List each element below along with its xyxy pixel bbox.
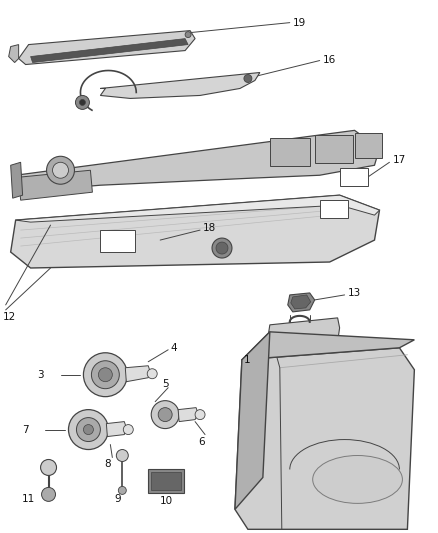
Polygon shape bbox=[235, 332, 270, 510]
Circle shape bbox=[75, 95, 89, 109]
Circle shape bbox=[68, 410, 108, 449]
FancyBboxPatch shape bbox=[320, 200, 348, 218]
Polygon shape bbox=[178, 408, 198, 422]
Circle shape bbox=[42, 487, 56, 502]
Text: 16: 16 bbox=[323, 54, 336, 64]
Circle shape bbox=[53, 162, 68, 178]
FancyBboxPatch shape bbox=[148, 470, 184, 494]
Text: 9: 9 bbox=[114, 495, 120, 504]
FancyBboxPatch shape bbox=[151, 472, 181, 490]
Text: 19: 19 bbox=[293, 18, 306, 28]
Text: 6: 6 bbox=[199, 437, 205, 447]
Polygon shape bbox=[288, 293, 314, 312]
Circle shape bbox=[46, 156, 74, 184]
Circle shape bbox=[195, 410, 205, 419]
Circle shape bbox=[118, 487, 126, 495]
FancyBboxPatch shape bbox=[355, 133, 382, 158]
Circle shape bbox=[83, 353, 127, 397]
Circle shape bbox=[92, 361, 119, 389]
Circle shape bbox=[151, 401, 179, 429]
Polygon shape bbox=[235, 348, 414, 529]
Text: 17: 17 bbox=[392, 155, 406, 165]
Polygon shape bbox=[16, 195, 379, 222]
Polygon shape bbox=[16, 131, 379, 192]
Polygon shape bbox=[9, 45, 19, 62]
FancyBboxPatch shape bbox=[339, 168, 367, 186]
Circle shape bbox=[124, 425, 133, 434]
Text: 7: 7 bbox=[22, 425, 29, 434]
Polygon shape bbox=[100, 72, 260, 99]
Polygon shape bbox=[31, 38, 188, 62]
Text: 18: 18 bbox=[203, 223, 216, 233]
Circle shape bbox=[117, 449, 128, 462]
Circle shape bbox=[99, 368, 112, 382]
Text: 4: 4 bbox=[170, 343, 177, 353]
Polygon shape bbox=[125, 366, 150, 382]
Text: 11: 11 bbox=[22, 495, 35, 504]
Circle shape bbox=[212, 238, 232, 258]
Circle shape bbox=[185, 31, 191, 38]
Polygon shape bbox=[19, 170, 92, 200]
FancyBboxPatch shape bbox=[100, 230, 135, 252]
Polygon shape bbox=[11, 162, 23, 198]
Text: 8: 8 bbox=[104, 459, 111, 470]
Polygon shape bbox=[291, 295, 311, 309]
Polygon shape bbox=[242, 332, 414, 360]
Circle shape bbox=[83, 425, 93, 434]
Text: 13: 13 bbox=[348, 288, 361, 298]
Circle shape bbox=[244, 75, 252, 83]
Circle shape bbox=[41, 459, 57, 475]
Text: 3: 3 bbox=[37, 370, 44, 379]
Text: 12: 12 bbox=[3, 312, 16, 322]
Text: 10: 10 bbox=[159, 496, 173, 506]
Polygon shape bbox=[11, 195, 379, 268]
Circle shape bbox=[77, 417, 100, 441]
Polygon shape bbox=[106, 422, 126, 437]
Text: 1: 1 bbox=[244, 355, 251, 365]
FancyBboxPatch shape bbox=[270, 139, 310, 166]
Circle shape bbox=[147, 369, 157, 379]
Polygon shape bbox=[19, 30, 195, 64]
FancyBboxPatch shape bbox=[314, 135, 353, 163]
Text: 5: 5 bbox=[162, 378, 169, 389]
Circle shape bbox=[79, 100, 85, 106]
Circle shape bbox=[216, 242, 228, 254]
Circle shape bbox=[158, 408, 172, 422]
Polygon shape bbox=[268, 318, 339, 345]
Ellipse shape bbox=[313, 456, 403, 503]
